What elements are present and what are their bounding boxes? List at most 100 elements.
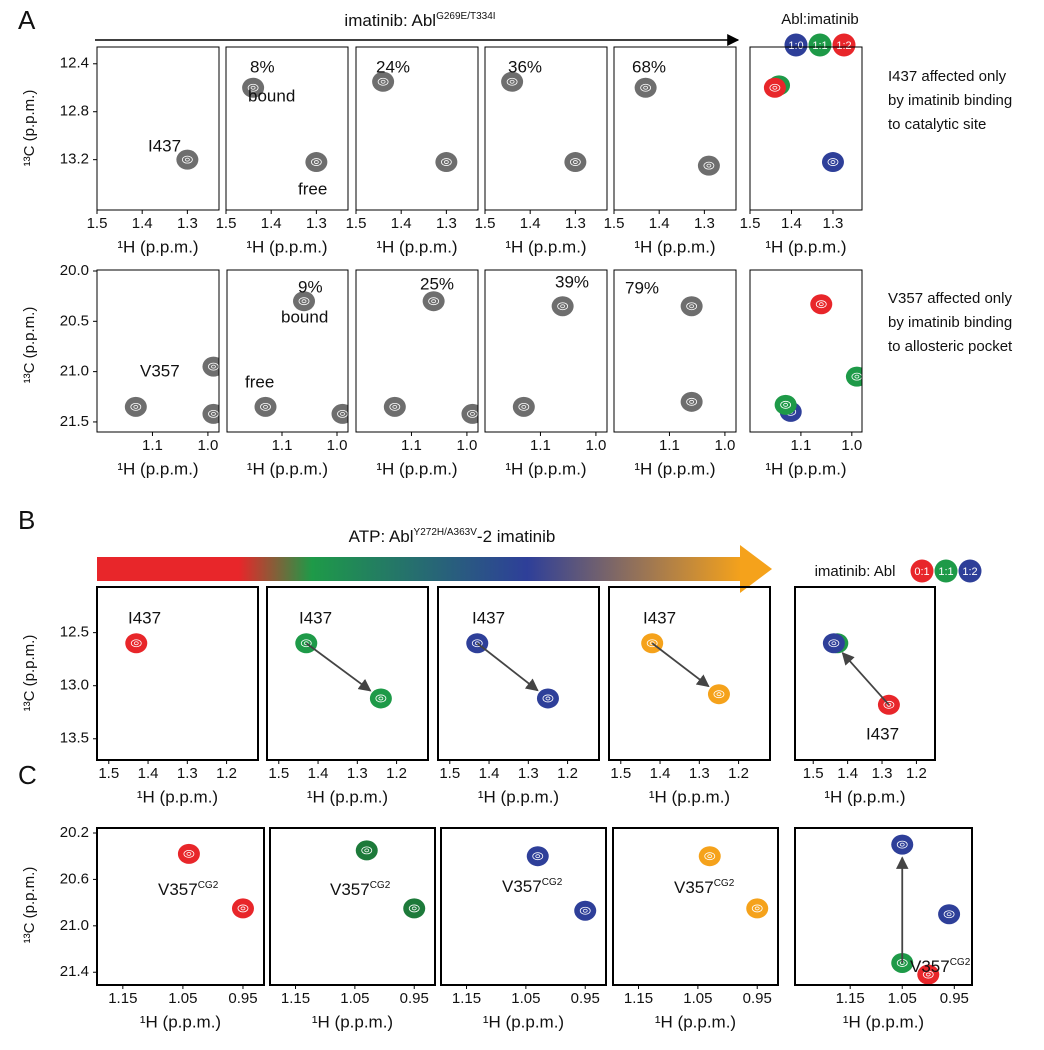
panel-frame bbox=[355, 46, 479, 211]
contour bbox=[640, 83, 652, 92]
x-tick-label: 1.5 bbox=[475, 215, 496, 232]
annotation: 24% bbox=[376, 57, 410, 76]
annotation-text: V357 bbox=[674, 878, 714, 897]
contour bbox=[883, 700, 895, 709]
peak bbox=[938, 904, 961, 925]
panel: 1.1 1.0 ¹H (p.p.m.) 39% bbox=[484, 269, 608, 478]
contour bbox=[896, 840, 908, 849]
annotation: bound bbox=[281, 307, 328, 326]
x-axis-label: ¹H (p.p.m.) bbox=[824, 787, 905, 806]
panel-label: B bbox=[18, 505, 35, 535]
x-axis-label: ¹H (p.p.m.) bbox=[117, 459, 198, 478]
contour bbox=[716, 692, 722, 697]
panel: 1.15 1.05 0.95 20.2 20.6 21.0 21.4 ¹H (p.p.m.) ¹… bbox=[21, 824, 265, 1031]
contour bbox=[181, 155, 193, 164]
x-tick-label: 1.5 bbox=[87, 215, 108, 232]
legend-label: 1:2 bbox=[962, 566, 977, 578]
shift-arrow bbox=[651, 642, 710, 688]
panel-frame bbox=[226, 269, 349, 433]
contour bbox=[582, 908, 588, 913]
peaks bbox=[680, 296, 703, 412]
contour bbox=[408, 904, 420, 913]
peaks bbox=[501, 71, 587, 173]
panel-frame bbox=[613, 269, 737, 433]
panel: 1.5 1.4 1.3 1.2 12.5 13.0 13.5 ¹H (p.p.m.) ¹³C (… bbox=[21, 586, 259, 806]
x-tick-label: 1.3 bbox=[565, 215, 586, 232]
legend-label: 1:0 bbox=[788, 40, 803, 52]
contour bbox=[649, 641, 655, 646]
header-text: imatinib: Abl bbox=[344, 11, 436, 30]
header: ATP: AblY272H/A363V-2 imatinib bbox=[349, 527, 556, 547]
contour bbox=[211, 364, 216, 369]
peak bbox=[355, 840, 378, 861]
peak bbox=[746, 898, 769, 919]
peak bbox=[680, 296, 703, 317]
y-axis-label: ¹³C (p.p.m.) bbox=[21, 307, 38, 384]
annotation: V357CG2 bbox=[502, 877, 563, 897]
annotation: 39% bbox=[555, 272, 589, 291]
side-note: I437 affected only bbox=[888, 68, 1007, 85]
annotation: I437 bbox=[148, 136, 181, 155]
annotation: I437 bbox=[299, 608, 332, 627]
panel-frame bbox=[437, 586, 600, 761]
x-tick-label: 1.15 bbox=[108, 990, 137, 1007]
contour bbox=[186, 851, 192, 856]
panel: 1.5 1.4 1.3 ¹H (p.p.m.) 68% bbox=[604, 46, 737, 256]
contour bbox=[130, 639, 142, 648]
peaks bbox=[634, 77, 720, 176]
panel: 1.5 1.4 1.3 1.2 ¹H (p.p.m.) I437 bbox=[437, 586, 600, 806]
peaks bbox=[125, 633, 148, 654]
x-axis-label: ¹H (p.p.m.) bbox=[117, 237, 198, 256]
x-tick-label: 0.95 bbox=[743, 990, 772, 1007]
y-tick-label: 21.0 bbox=[60, 363, 89, 380]
y-tick-label: 20.2 bbox=[60, 824, 89, 841]
panel-frame bbox=[96, 46, 220, 211]
x-tick-label: 1.4 bbox=[138, 765, 159, 782]
y-tick-label: 12.4 bbox=[60, 55, 89, 72]
peak bbox=[821, 152, 844, 173]
peak bbox=[634, 77, 657, 98]
x-axis-label: ¹H (p.p.m.) bbox=[505, 459, 586, 478]
x-tick-label: 0.95 bbox=[400, 990, 429, 1007]
panel: 1.15 1.05 0.95 ¹H (p.p.m.) bbox=[612, 827, 779, 1031]
panel: 1.15 1.05 0.95 ¹H (p.p.m.) bbox=[440, 827, 607, 1031]
contour bbox=[707, 854, 713, 859]
peak bbox=[231, 898, 254, 919]
peak bbox=[305, 152, 328, 173]
contour bbox=[431, 299, 437, 304]
panel: 1.5 1.4 1.3 ¹H (p.p.m.) 24% bbox=[346, 46, 479, 256]
y-tick-label: 21.5 bbox=[60, 413, 89, 430]
annotation-sup: CG2 bbox=[542, 877, 563, 888]
x-tick-label: 1.05 bbox=[168, 990, 197, 1007]
annotation: V357CG2 bbox=[330, 880, 391, 900]
peaks bbox=[177, 843, 254, 919]
y-tick-label: 13.0 bbox=[60, 677, 89, 694]
x-axis-label: ¹H (p.p.m.) bbox=[137, 787, 218, 806]
y-tick-label: 21.4 bbox=[60, 963, 89, 980]
annotation-sup: CG2 bbox=[714, 878, 735, 889]
contour bbox=[943, 910, 955, 919]
contour bbox=[313, 160, 319, 164]
annotation: V357CG2 bbox=[910, 957, 971, 977]
contour bbox=[375, 694, 387, 703]
header-sup: Y272H/A363V bbox=[414, 527, 478, 538]
legend-swatch bbox=[934, 559, 958, 583]
side-note: by imatinib binding bbox=[888, 92, 1012, 109]
contour bbox=[572, 160, 578, 164]
x-tick-label: 1.5 bbox=[803, 765, 824, 782]
contour bbox=[854, 374, 860, 379]
contour bbox=[535, 854, 541, 859]
y-axis-label: ¹³C (p.p.m.) bbox=[21, 635, 38, 712]
peak bbox=[369, 688, 392, 709]
header-text: ATP: Abl bbox=[349, 527, 414, 546]
x-tick-label: 1.4 bbox=[391, 215, 412, 232]
peak bbox=[551, 296, 574, 317]
peaks bbox=[763, 75, 844, 173]
peaks bbox=[698, 846, 769, 919]
gradient-arrow bbox=[97, 557, 742, 581]
contour bbox=[569, 158, 581, 166]
contour bbox=[474, 641, 480, 646]
peaks bbox=[176, 149, 199, 170]
contour bbox=[443, 160, 449, 164]
x-tick-label: 1.3 bbox=[872, 765, 893, 782]
